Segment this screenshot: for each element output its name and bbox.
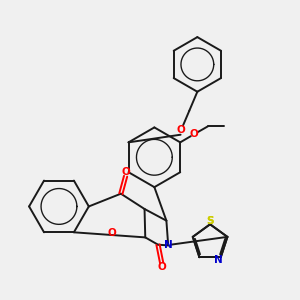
Text: O: O: [177, 124, 186, 135]
Text: S: S: [206, 216, 214, 226]
Text: O: O: [157, 262, 166, 272]
Text: S: S: [206, 216, 214, 226]
Text: O: O: [107, 228, 116, 239]
Text: N: N: [164, 240, 172, 250]
Text: O: O: [190, 129, 198, 139]
Text: N: N: [214, 255, 222, 265]
Text: O: O: [121, 167, 130, 177]
